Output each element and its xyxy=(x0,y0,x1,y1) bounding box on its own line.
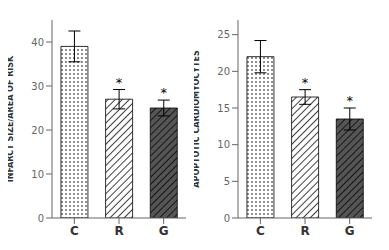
svg-text:*: * xyxy=(161,85,168,100)
svg-text:R: R xyxy=(114,224,123,238)
svg-text:30: 30 xyxy=(31,81,44,92)
svg-text:*: * xyxy=(347,93,354,108)
svg-text:G: G xyxy=(159,224,169,238)
svg-text:INFARCT SIZE/AREA OF RISK: INFARCT SIZE/AREA OF RISK xyxy=(8,55,15,182)
svg-text:5: 5 xyxy=(224,176,230,187)
svg-text:0: 0 xyxy=(224,213,230,224)
svg-text:15: 15 xyxy=(217,103,230,114)
svg-text:*: * xyxy=(116,75,123,90)
svg-text:40: 40 xyxy=(31,37,44,48)
svg-text:20: 20 xyxy=(31,125,44,136)
svg-text:20: 20 xyxy=(217,66,230,77)
svg-text:*: * xyxy=(302,75,309,90)
svg-text:C: C xyxy=(256,224,265,238)
svg-text:10: 10 xyxy=(217,139,230,150)
svg-text:C: C xyxy=(70,224,79,238)
svg-text:APOPTOTIC CARDIOMYOCYTES: APOPTOTIC CARDIOMYOCYTES xyxy=(194,50,201,188)
svg-text:G: G xyxy=(345,224,355,238)
svg-text:10: 10 xyxy=(31,169,44,180)
svg-text:0: 0 xyxy=(38,213,44,224)
svg-text:R: R xyxy=(300,224,309,238)
svg-text:25: 25 xyxy=(217,29,230,40)
